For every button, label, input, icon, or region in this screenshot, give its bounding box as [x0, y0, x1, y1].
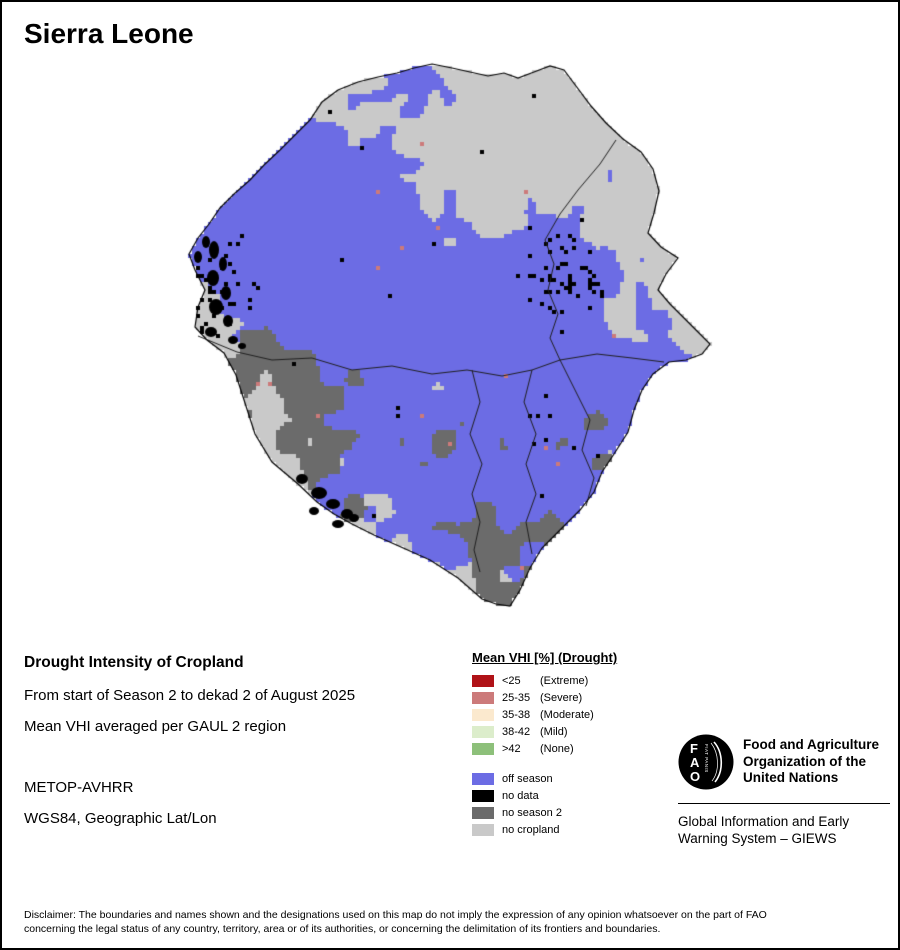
legend-class-row: 38-42 (Mild): [472, 723, 662, 740]
legend-label: (Moderate): [540, 708, 594, 721]
disclaimer: Disclaimer: The boundaries and names sho…: [24, 908, 767, 936]
legend-label: no season 2: [502, 806, 562, 819]
giews-line: Global Information and Early: [678, 814, 850, 829]
legend-swatch-no-data: [472, 789, 494, 802]
legend-swatch-mild: [472, 725, 494, 738]
legend-swatch-no-season-2: [472, 806, 494, 819]
legend-layer-row: no data: [472, 787, 662, 804]
legend-layer-row: off season: [472, 770, 662, 787]
wheat-arc-icon: [710, 742, 718, 782]
legend-range: 38-42: [502, 725, 531, 738]
legend-label: (Mild): [540, 725, 568, 738]
legend-range: 25-35: [502, 691, 531, 704]
svg-text:O: O: [690, 769, 700, 784]
legend-label: (Severe): [540, 691, 583, 704]
legend-label: (None): [540, 742, 574, 755]
legend-range: 35-38: [502, 708, 531, 721]
legend-class-row: >42 (None): [472, 740, 662, 757]
legend-swatch-none: [472, 742, 494, 755]
map-period-text: From start of Season 2 to dekad 2 of Aug…: [24, 687, 356, 704]
legend-range: >42: [502, 742, 521, 755]
giews-name: Global Information and Early Warning Sys…: [678, 813, 890, 847]
fao-divider: [678, 803, 890, 804]
legend-title: Mean VHI [%] (Drought): [472, 650, 618, 665]
page-title: Sierra Leone: [24, 18, 194, 49]
legend-swatch-severe: [472, 691, 494, 704]
legend-class-row: 25-35 (Severe): [472, 689, 662, 706]
giews-line: Warning System – GIEWS: [678, 831, 837, 846]
disclaimer-line: Disclaimer: The boundaries and names sho…: [24, 909, 767, 921]
svg-text:A: A: [690, 755, 700, 770]
legend-label: (Extreme): [540, 674, 589, 687]
map-aggregation-text: Mean VHI averaged per GAUL 2 region: [24, 718, 287, 735]
svg-text:FIAT PANIS: FIAT PANIS: [704, 744, 709, 773]
legend-label: no data: [502, 789, 539, 802]
map-projection-text: WGS84, Geographic Lat/Lon: [24, 810, 217, 827]
disclaimer-line: concerning the legal status of any count…: [24, 923, 661, 935]
legend-swatch-extreme: [472, 674, 494, 687]
legend-label: no cropland: [502, 823, 560, 836]
fao-name-line: Food and Agriculture: [743, 737, 879, 752]
legend-range: <25: [502, 674, 521, 687]
legend-swatch-moderate: [472, 708, 494, 721]
legend-class-row: <25 (Extreme): [472, 672, 662, 689]
legend-label: off season: [502, 772, 553, 785]
fao-block: F A O FIAT PANIS Food and Agriculture Or…: [678, 734, 890, 847]
svg-text:F: F: [690, 741, 698, 756]
legend-swatch-off-season: [472, 772, 494, 785]
legend: Mean VHI [%] (Drought) <25 (Extreme) 25-…: [472, 650, 662, 838]
wheat-arc-icon: [713, 741, 723, 783]
legend-layer-row: no cropland: [472, 821, 662, 838]
fao-name-line: United Nations: [743, 770, 839, 785]
fao-name-line: Organization of the: [743, 753, 866, 769]
legend-class-row: 35-38 (Moderate): [472, 706, 662, 723]
map-subject-heading: Drought Intensity of Cropland: [24, 654, 244, 671]
legend-layers: off season no data no season 2 no cropla…: [472, 770, 662, 838]
legend-swatch-no-cropland: [472, 823, 494, 836]
fao-name: Food and Agriculture Organization of the…: [743, 734, 879, 790]
fao-logo: F A O FIAT PANIS: [678, 734, 734, 790]
legend-layer-row: no season 2: [472, 804, 662, 821]
map-sensor-text: METOP-AVHRR: [24, 779, 134, 796]
